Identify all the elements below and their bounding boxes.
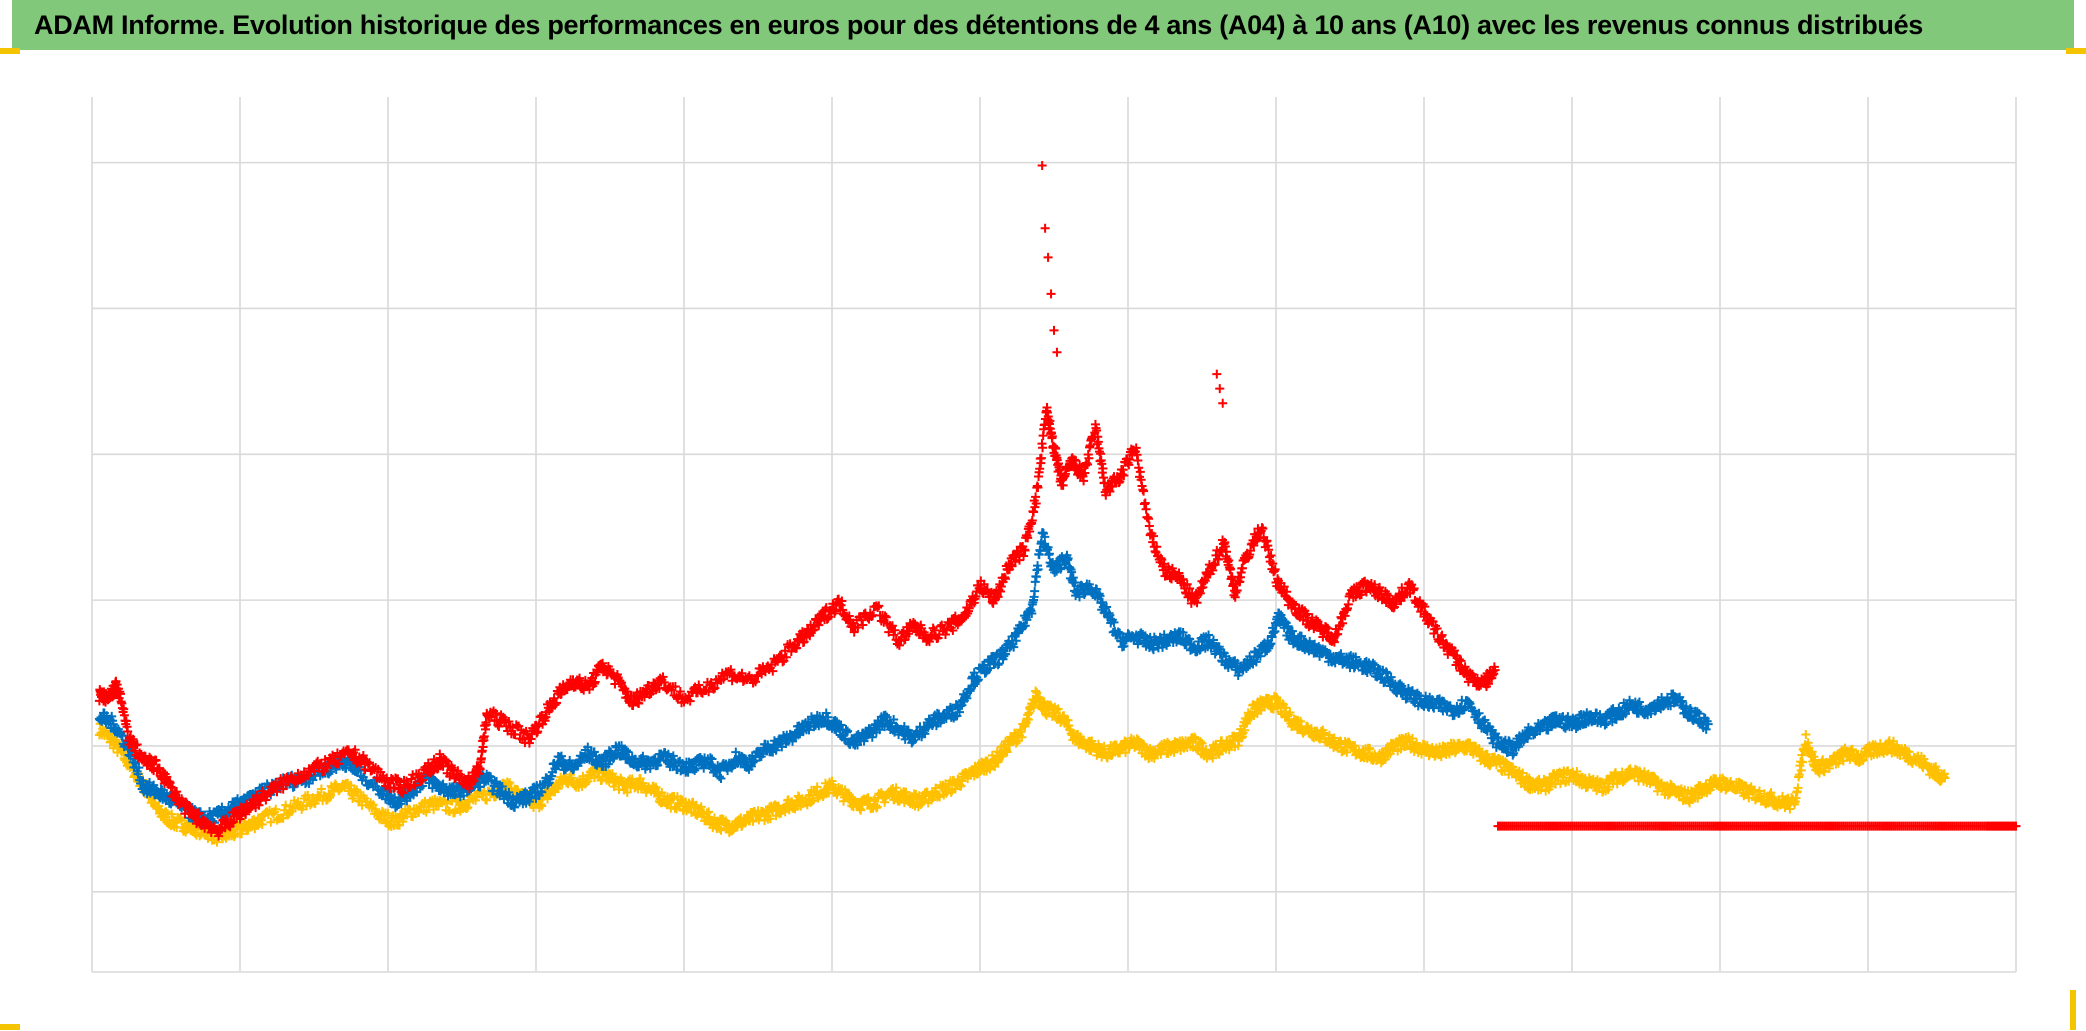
data-point — [716, 825, 726, 835]
data-point — [1195, 736, 1205, 746]
data-point — [808, 795, 818, 805]
data-point — [371, 804, 381, 814]
data-point — [1801, 730, 1811, 740]
title-bar: ADAM Informe. Evolution historique des p… — [12, 0, 2074, 50]
data-point — [266, 817, 276, 827]
data-point — [1029, 703, 1039, 713]
data-point — [1121, 748, 1131, 758]
data-point — [1350, 741, 1360, 751]
data-point — [271, 804, 281, 814]
data-point — [609, 782, 619, 792]
data-point — [1380, 754, 1390, 764]
data-point — [1272, 693, 1282, 703]
chart-grid — [91, 97, 2017, 973]
data-point — [1524, 773, 1534, 783]
data-point — [1107, 749, 1117, 759]
corner-mark-top-left — [0, 48, 20, 54]
data-point — [1031, 686, 1041, 696]
data-point — [1281, 703, 1291, 713]
data-point — [1329, 733, 1339, 743]
data-point — [161, 807, 171, 817]
data-point — [1208, 753, 1218, 763]
data-point — [1042, 710, 1052, 720]
corner-mark-top-right — [2066, 48, 2086, 54]
corner-mark-bottom-right — [2070, 990, 2076, 1030]
data-point — [1407, 734, 1417, 744]
data-point — [828, 780, 838, 790]
data-point — [622, 787, 632, 797]
data-point — [1053, 704, 1063, 714]
data-point — [1030, 586, 1040, 596]
data-point — [257, 819, 267, 829]
data-point — [1365, 743, 1375, 753]
data-point — [935, 792, 945, 802]
data-point — [1035, 693, 1045, 703]
data-point — [303, 790, 313, 800]
data-point — [1482, 749, 1492, 759]
data-point — [505, 778, 515, 788]
data-point — [429, 805, 439, 815]
data-point — [1017, 732, 1027, 742]
data-point — [203, 833, 213, 843]
data-point — [281, 800, 291, 810]
data-point — [154, 801, 164, 811]
data-point — [635, 774, 645, 784]
data-point — [696, 802, 706, 812]
data-point — [1190, 734, 1200, 744]
data-point — [482, 795, 492, 805]
chart-title: ADAM Informe. Evolution historique des p… — [34, 9, 1924, 40]
data-point — [1285, 707, 1295, 717]
chart-series — [94, 161, 2021, 847]
data-point — [1002, 747, 1012, 757]
data-point — [316, 784, 326, 794]
corner-mark-bottom-left — [0, 1024, 20, 1030]
data-point — [368, 800, 378, 810]
data-point — [383, 808, 393, 818]
data-point — [537, 801, 547, 811]
data-point — [812, 782, 822, 792]
data-point — [891, 783, 901, 793]
data-point — [1240, 725, 1250, 735]
data-point — [212, 837, 222, 847]
data-point — [421, 807, 431, 817]
data-point — [856, 805, 866, 815]
data-point — [1169, 747, 1179, 757]
data-point — [1320, 729, 1330, 739]
data-point — [765, 814, 775, 824]
data-point — [872, 802, 882, 812]
data-point — [1342, 747, 1352, 757]
data-point — [167, 809, 177, 819]
data-point — [748, 816, 758, 826]
